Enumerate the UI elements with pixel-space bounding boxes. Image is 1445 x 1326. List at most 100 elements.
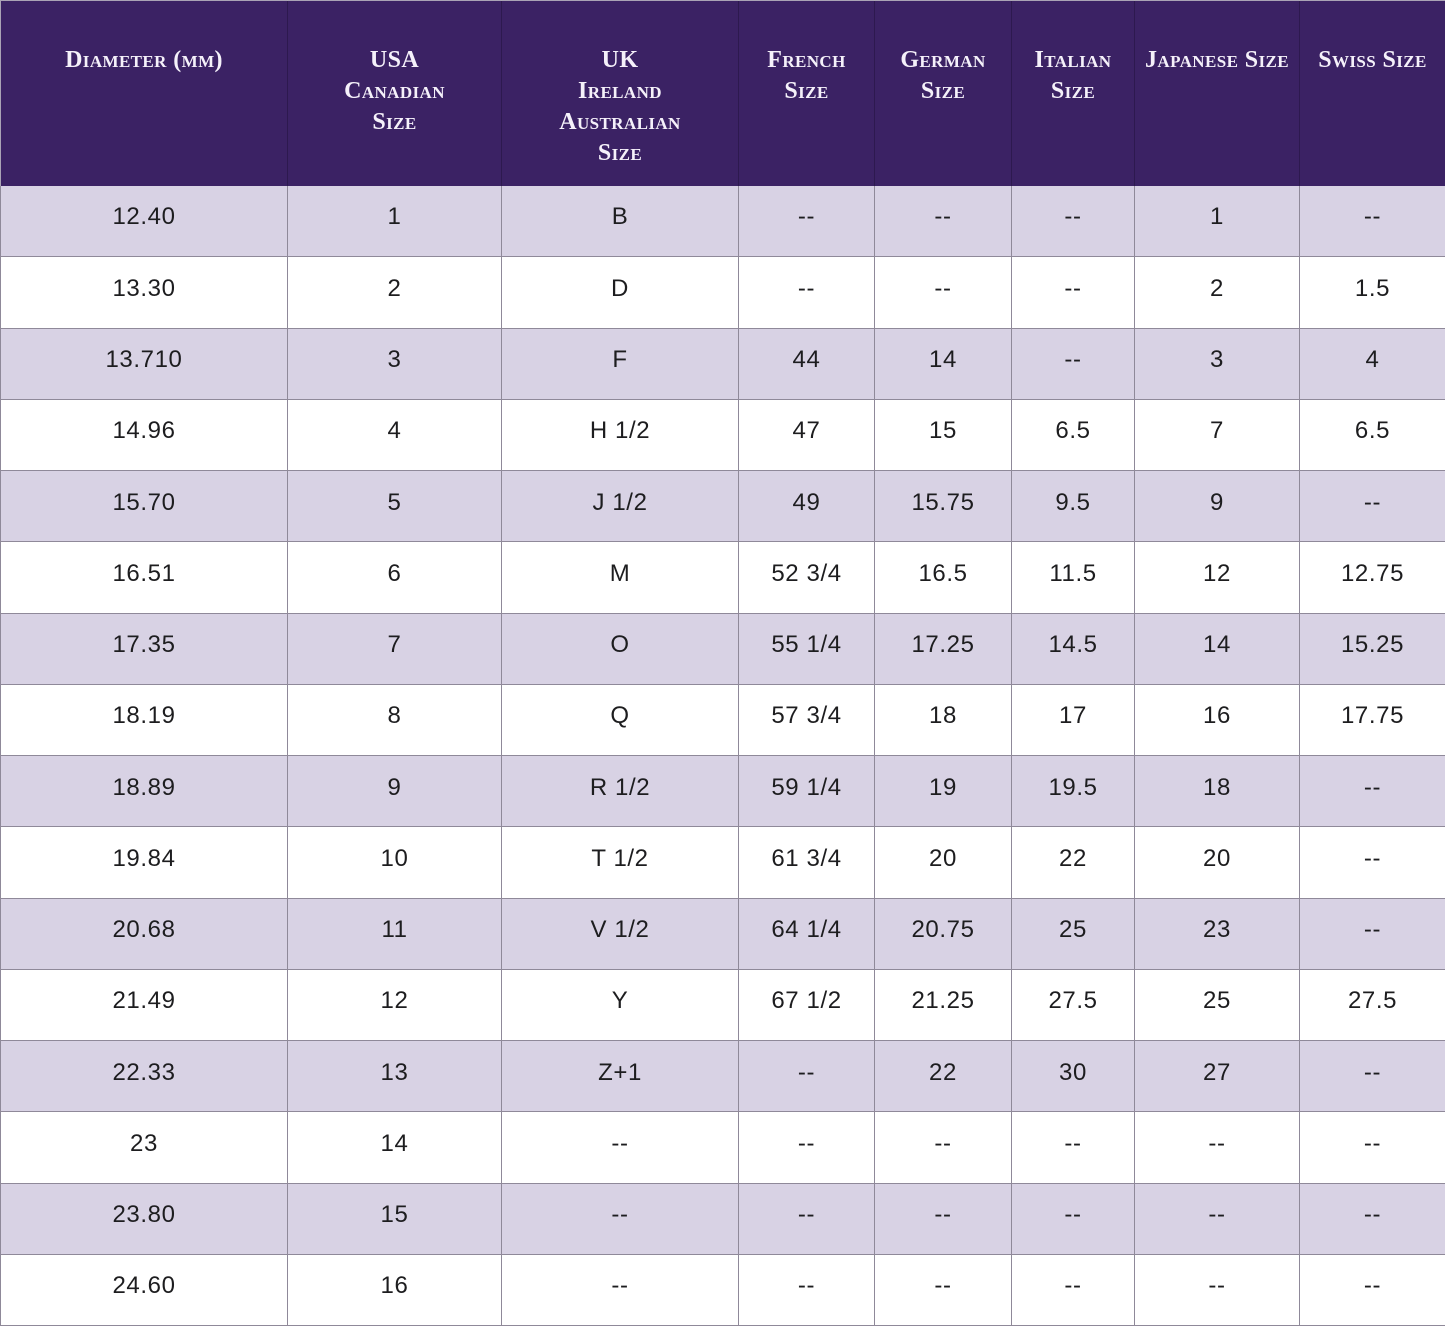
table-cell: D	[501, 256, 739, 329]
table-cell: --	[1299, 469, 1445, 543]
table-cell: --	[738, 1253, 875, 1326]
table-cell: --	[738, 1182, 875, 1255]
table-cell: --	[1011, 1182, 1135, 1255]
table-row: 20.68 11 V 1/2 64 1/4 20.75 25 23 --	[0, 897, 1445, 970]
table-cell: 16.51	[0, 541, 288, 614]
table-cell: 1	[1134, 185, 1300, 258]
table-cell: 18.89	[0, 754, 288, 828]
table-cell: 15.75	[874, 469, 1012, 543]
table-row: 24.60 16 -- -- -- -- -- --	[0, 1253, 1445, 1326]
table-cell: 21.49	[0, 968, 288, 1042]
table-cell: 13	[287, 1039, 502, 1113]
table-cell: 55 1/4	[738, 612, 875, 685]
table-cell: --	[1299, 185, 1445, 258]
table-row: 21.49 12 Y 67 1/2 21.25 27.5 25 27.5	[0, 968, 1445, 1042]
table-body: 12.40 1 B -- -- -- 1 -- 13.30 2 D -- -- -- 2 1.5 13.710 3…	[0, 185, 1445, 1326]
table-cell: --	[874, 1182, 1012, 1255]
table-cell: 13.710	[0, 327, 288, 400]
column-header-swiss-size: Swiss Size	[1299, 0, 1445, 186]
table-cell: B	[501, 185, 739, 258]
table-cell: --	[1011, 185, 1135, 258]
table-cell: J 1/2	[501, 469, 739, 543]
table-cell: 2	[287, 256, 502, 329]
table-cell: --	[1011, 256, 1135, 329]
table-cell: 6.5	[1299, 398, 1445, 472]
table-cell: 19.84	[0, 826, 288, 899]
table-cell: --	[1299, 1253, 1445, 1326]
table-cell: --	[874, 185, 1012, 258]
table-cell: 12.40	[0, 185, 288, 258]
table-cell: --	[1299, 897, 1445, 970]
table-cell: 20.75	[874, 897, 1012, 970]
table-cell: 16	[1134, 683, 1300, 757]
table-row: 22.33 13 Z+1 -- 22 30 27 --	[0, 1039, 1445, 1113]
table-cell: --	[874, 256, 1012, 329]
column-header-diameter-mm: Diameter (mm)	[0, 0, 288, 186]
table-cell: 14.96	[0, 398, 288, 472]
table-cell: --	[1299, 1111, 1445, 1184]
table-cell: 7	[287, 612, 502, 685]
table-cell: 13.30	[0, 256, 288, 329]
table-row: 18.19 8 Q 57 3/4 18 17 16 17.75	[0, 683, 1445, 757]
table-cell: --	[738, 256, 875, 329]
table-row: 12.40 1 B -- -- -- 1 --	[0, 185, 1445, 258]
table-cell: 61 3/4	[738, 826, 875, 899]
table-cell: 49	[738, 469, 875, 543]
table-cell: 21.25	[874, 968, 1012, 1042]
table-cell: 52 3/4	[738, 541, 875, 614]
column-header-french-size: French Size	[738, 0, 875, 186]
table-cell: --	[874, 1253, 1012, 1326]
table-cell: 20	[1134, 826, 1300, 899]
table-cell: R 1/2	[501, 754, 739, 828]
table-cell: 27.5	[1299, 968, 1445, 1042]
table-cell: 22	[1011, 826, 1135, 899]
table-cell: --	[1134, 1111, 1300, 1184]
table-cell: 6	[287, 541, 502, 614]
table-row: 13.710 3 F 44 14 -- 3 4	[0, 327, 1445, 400]
table-cell: 18.19	[0, 683, 288, 757]
table-cell: --	[501, 1182, 739, 1255]
table-cell: 27	[1134, 1039, 1300, 1113]
table-cell: 15.70	[0, 469, 288, 543]
table-cell: --	[1011, 327, 1135, 400]
column-header-italian-size: Italian Size	[1011, 0, 1135, 186]
table-cell: 25	[1011, 897, 1135, 970]
table-cell: --	[1011, 1111, 1135, 1184]
column-header-uk-ireland-australian-size: UK Ireland Australian Size	[501, 0, 739, 186]
table-cell: 19.5	[1011, 754, 1135, 828]
table-cell: --	[738, 185, 875, 258]
table-cell: 5	[287, 469, 502, 543]
table-cell: 57 3/4	[738, 683, 875, 757]
table-cell: 2	[1134, 256, 1300, 329]
table-cell: 30	[1011, 1039, 1135, 1113]
table-cell: 15.25	[1299, 612, 1445, 685]
table-cell: 17.35	[0, 612, 288, 685]
table-cell: 10	[287, 826, 502, 899]
table-cell: --	[1134, 1182, 1300, 1255]
table-cell: 11.5	[1011, 541, 1135, 614]
table-cell: 15	[287, 1182, 502, 1255]
table-cell: T 1/2	[501, 826, 739, 899]
table-cell: 14.5	[1011, 612, 1135, 685]
table-cell: 47	[738, 398, 875, 472]
table-cell: --	[1299, 826, 1445, 899]
table-cell: V 1/2	[501, 897, 739, 970]
table-cell: 11	[287, 897, 502, 970]
table-cell: --	[874, 1111, 1012, 1184]
table-cell: H 1/2	[501, 398, 739, 472]
table-cell: 12	[1134, 541, 1300, 614]
table-cell: M	[501, 541, 739, 614]
table-cell: 8	[287, 683, 502, 757]
table-cell: 17.75	[1299, 683, 1445, 757]
table-cell: --	[1134, 1253, 1300, 1326]
table-cell: 6.5	[1011, 398, 1135, 472]
table-cell: 14	[287, 1111, 502, 1184]
table-cell: 9.5	[1011, 469, 1135, 543]
table-cell: 64 1/4	[738, 897, 875, 970]
table-cell: --	[738, 1111, 875, 1184]
table-cell: 14	[874, 327, 1012, 400]
table-cell: 20	[874, 826, 1012, 899]
table-row: 19.84 10 T 1/2 61 3/4 20 22 20 --	[0, 826, 1445, 899]
table-cell: 23.80	[0, 1182, 288, 1255]
